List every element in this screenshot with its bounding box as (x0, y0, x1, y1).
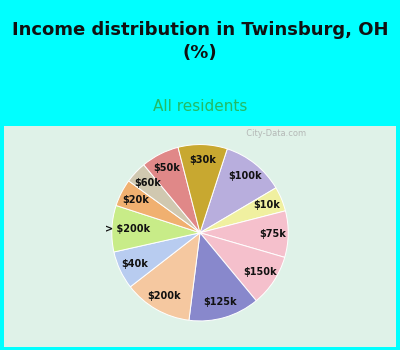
Wedge shape (129, 165, 200, 233)
Text: All residents: All residents (153, 99, 247, 114)
Wedge shape (130, 233, 200, 320)
Wedge shape (200, 211, 288, 257)
Text: $100k: $100k (228, 171, 262, 195)
Text: $30k: $30k (189, 155, 216, 184)
Wedge shape (189, 233, 256, 321)
Text: $50k: $50k (154, 163, 181, 189)
Text: $75k: $75k (249, 229, 286, 239)
Text: Income distribution in Twinsburg, OH
(%): Income distribution in Twinsburg, OH (%) (12, 21, 388, 62)
Wedge shape (116, 181, 200, 233)
Wedge shape (200, 149, 276, 233)
Wedge shape (200, 233, 285, 301)
Text: $60k: $60k (134, 178, 164, 200)
Text: > $200k: > $200k (105, 224, 154, 234)
Text: City-Data.com: City-Data.com (241, 129, 306, 138)
Wedge shape (144, 147, 200, 233)
Text: $150k: $150k (241, 259, 277, 278)
Wedge shape (178, 145, 227, 233)
Text: $10k: $10k (245, 200, 280, 214)
Text: $40k: $40k (121, 253, 156, 268)
Text: $200k: $200k (147, 275, 181, 301)
Wedge shape (114, 233, 200, 287)
Text: $125k: $125k (203, 279, 237, 307)
Text: $20k: $20k (122, 195, 157, 211)
Wedge shape (112, 205, 200, 252)
Wedge shape (200, 188, 286, 233)
